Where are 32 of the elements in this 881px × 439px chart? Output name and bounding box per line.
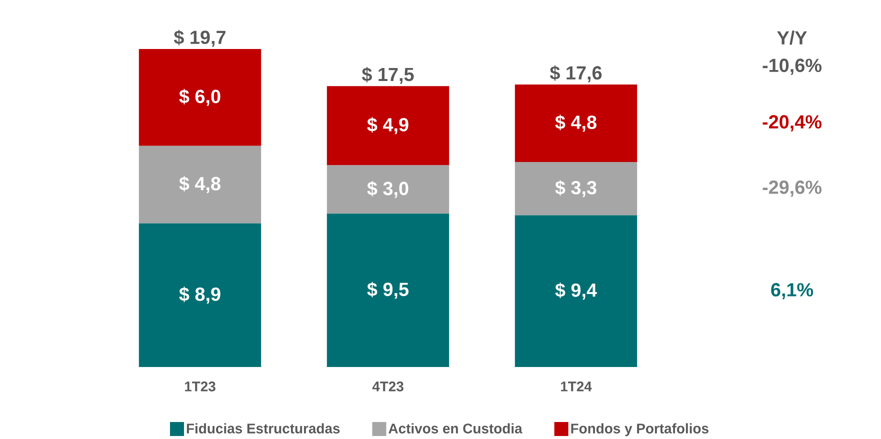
text: -29,6%	[762, 180, 822, 197]
x-tick-label: 4T23	[372, 382, 404, 392]
bar	[514, 215, 638, 367]
data-label: $ 8,9	[179, 286, 220, 304]
bar	[138, 146, 262, 224]
data-label: $ 9,4	[555, 282, 597, 300]
bar	[514, 84, 638, 162]
data-label: $ 3,3	[555, 180, 596, 198]
legend-label: Activos en Custodia	[388, 423, 522, 434]
data-label: $ 4,9	[367, 117, 408, 134]
text: 6,1%	[771, 283, 814, 300]
legend-label: Fondos y Portafolios	[571, 423, 708, 436]
bar	[326, 165, 450, 214]
data-label: $ 9,5	[367, 282, 409, 299]
bar	[514, 162, 638, 216]
data-label: $ 4,8	[179, 176, 220, 194]
bar	[138, 223, 262, 367]
total-label: $ 19,7	[174, 30, 226, 47]
text: Y/Y	[777, 30, 807, 45]
text: -20,4%	[762, 115, 822, 132]
x-tick-label: 1T24	[560, 382, 592, 392]
bar	[326, 214, 450, 367]
bar	[326, 86, 450, 166]
total-label: $ 17,5	[362, 66, 414, 84]
total-label: $ 17,6	[550, 65, 602, 82]
text: -10,6%	[762, 58, 822, 75]
data-label: $ 3,0	[367, 180, 408, 198]
bar	[138, 48, 262, 146]
x-tick-label: 1T23	[184, 382, 216, 392]
legend-label: Fiducias Estructuradas	[186, 423, 340, 434]
data-label: $ 6,0	[179, 88, 220, 106]
data-label: $ 4,8	[555, 114, 596, 132]
